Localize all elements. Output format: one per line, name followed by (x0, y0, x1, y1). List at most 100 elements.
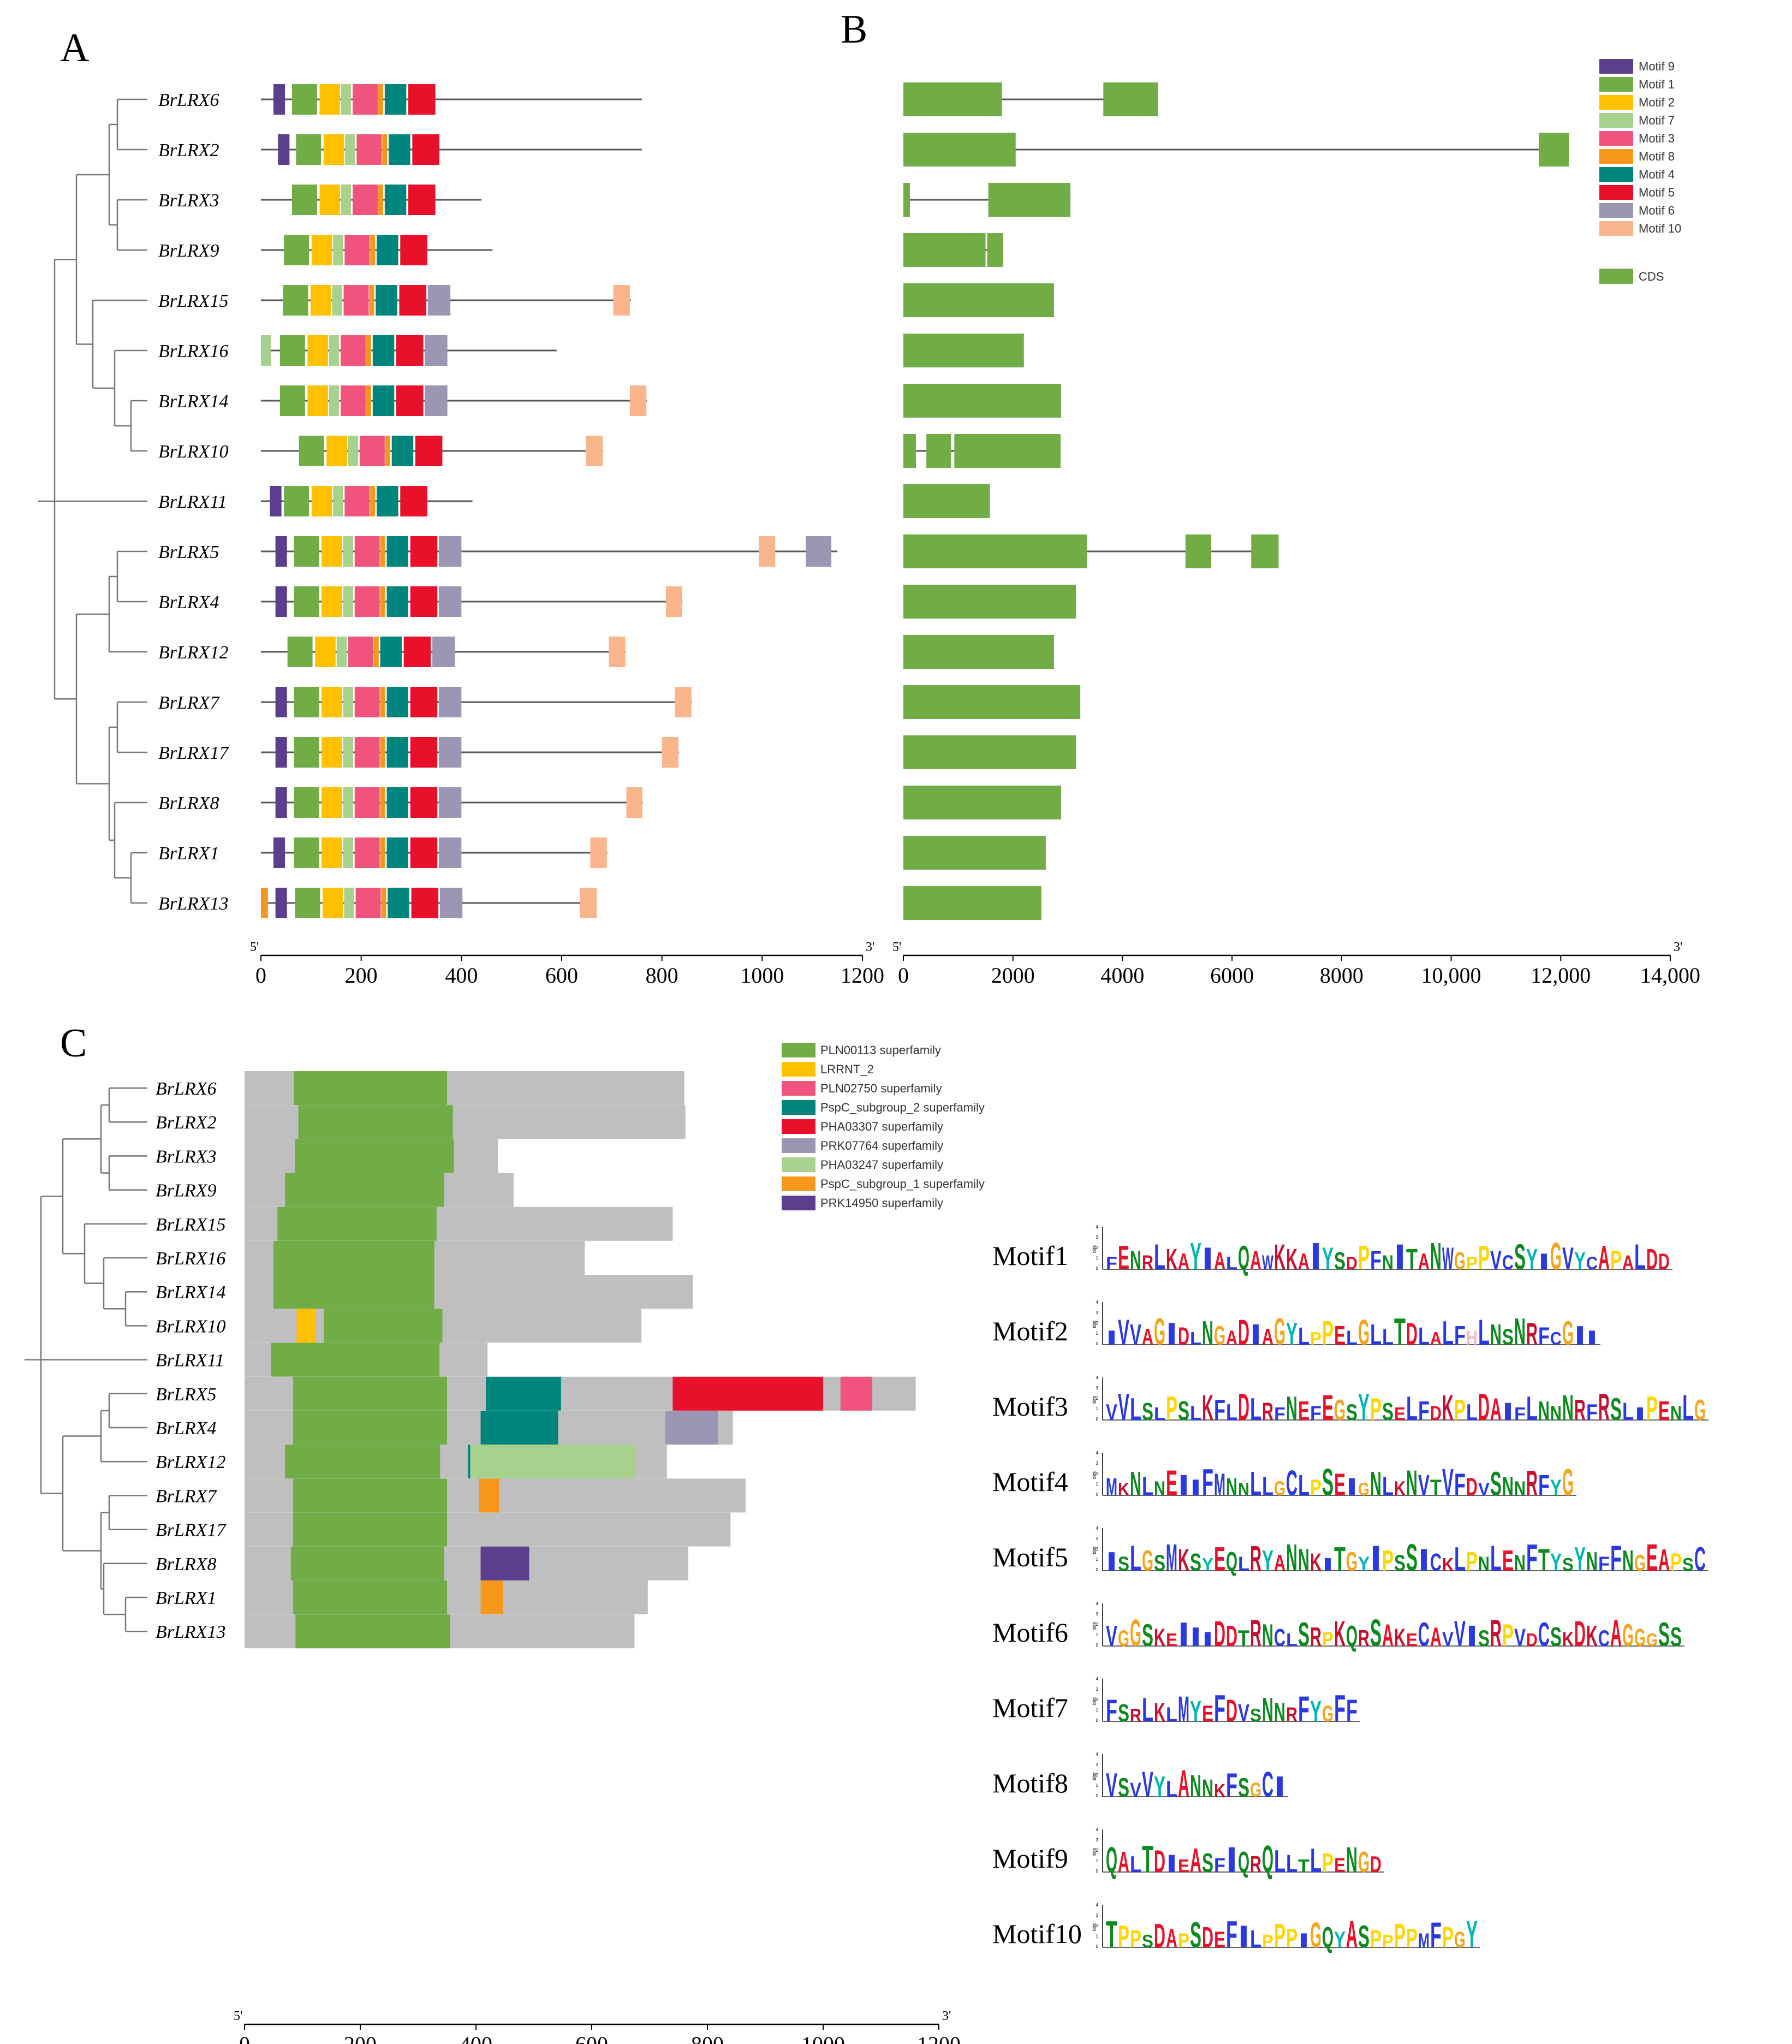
logo-letter-glyph: D (1466, 1473, 1478, 1501)
logo-letter: F (1538, 1469, 1550, 1502)
motif6-box (427, 285, 451, 316)
logo-letter: K (1586, 1620, 1598, 1653)
motif9-box (273, 84, 285, 115)
motif7-box (345, 134, 355, 165)
logo-letter: G (1130, 1612, 1141, 1654)
logo-letter: S (1406, 1536, 1418, 1579)
logo-letter: Y (1310, 1695, 1321, 1728)
motif6-box (439, 536, 462, 567)
logo-letter: A (1598, 1239, 1610, 1277)
logo-letter-glyph: E (1406, 1630, 1418, 1650)
logo-y-tick: 3 (1096, 1536, 1099, 1541)
logo-letter: S (1298, 1615, 1309, 1654)
logo-letter-glyph: S (1250, 1706, 1261, 1725)
logo-letter-glyph: D (1526, 1630, 1538, 1650)
logo-letter: T (1406, 1243, 1418, 1276)
motif6-box (439, 737, 462, 768)
logo-letter: Y (1286, 1316, 1297, 1352)
gene-name: BrLRX5 (156, 1385, 216, 1405)
motif5-box (410, 837, 438, 868)
logo-letter: E (1658, 1397, 1670, 1427)
logo-letter: G (1274, 1310, 1285, 1353)
logo-y-tick: 1 (1096, 1256, 1099, 1261)
logo-letter-glyph: S (1514, 1238, 1526, 1277)
axis-tick-label: 4000 (1100, 963, 1144, 988)
logo-letter-glyph: K (1310, 1548, 1321, 1576)
logo-y-tick: 3 (1096, 1913, 1099, 1918)
logo-letter-glyph: E (1502, 1544, 1514, 1577)
logo-y-tick: 4 (1096, 1601, 1099, 1606)
cds-exon (1539, 133, 1569, 167)
gene-name: BrLRX16 (156, 1249, 225, 1269)
logo-letter: P (1406, 1924, 1418, 1954)
motif6-swatch (1599, 203, 1633, 218)
logo-letter: K (1394, 1624, 1406, 1651)
logo-letter-glyph: I (1538, 1250, 1550, 1275)
logo-letter-glyph: P (1262, 1932, 1273, 1951)
motif5-box (399, 285, 427, 316)
logo-letter-glyph: Y (1334, 1928, 1346, 1953)
logo-y-tick: 4 (1096, 1451, 1099, 1455)
logo-letter-glyph: P (1670, 1548, 1682, 1576)
cds-exon (903, 484, 990, 518)
logo-letter-glyph: I (1322, 1555, 1333, 1574)
logo-letter: R (1250, 1612, 1261, 1654)
logo-letter-glyph: S (1190, 1916, 1201, 1956)
motif3-box (354, 837, 380, 868)
logo-letter: Y (1550, 1548, 1562, 1576)
cds-legend-label: CDS (1639, 270, 1664, 283)
logo-letter: C (1502, 1251, 1514, 1274)
logo-letter-glyph: I (1226, 1840, 1237, 1880)
motif9-box (273, 837, 285, 868)
logo-letter-glyph: V (1418, 1469, 1430, 1502)
logo-letter-glyph: P (1118, 1919, 1129, 1954)
logo-letter: R (1286, 1703, 1297, 1726)
logo-letter-glyph: Y (1262, 1544, 1273, 1577)
logo-letter: S (1514, 1238, 1526, 1277)
domain-legend-label: PspC_subgroup_2 superfamily (820, 1101, 985, 1114)
logo-letter-glyph: A (1298, 1250, 1309, 1275)
logo-letter-glyph: V (1106, 1620, 1117, 1653)
motif5-box (400, 235, 427, 265)
domain-box (293, 1580, 447, 1614)
motif1-box (296, 134, 322, 165)
logo-letter-glyph: C (1598, 1626, 1610, 1651)
logo-letter-glyph: T (1406, 1243, 1418, 1276)
motif4-box (380, 637, 402, 667)
logo-letter: D (1430, 1401, 1442, 1424)
domain-legend-label: PRK14950 superfamily (820, 1196, 943, 1210)
logo-letter-glyph: S (1610, 1392, 1622, 1427)
logo-letter: P (1610, 1246, 1622, 1276)
logo-letter-glyph: F (1202, 1461, 1213, 1504)
logo-letter: I (1298, 1929, 1309, 1952)
domain-box (479, 1478, 499, 1513)
domain-box (293, 1411, 447, 1445)
logo-letter: R (1250, 1852, 1261, 1877)
gene-name: BrLRX1 (158, 843, 219, 864)
motif5-box (408, 84, 436, 115)
logo-letter: P (1382, 1544, 1394, 1577)
logo-letter: T (1430, 1476, 1442, 1501)
logo-letter-glyph: L (1634, 1238, 1646, 1277)
logo-letter: L (1190, 1329, 1201, 1348)
logo-y-tick: 0 (1096, 1643, 1099, 1648)
logo-letter: M (1166, 1536, 1177, 1579)
logo-letter-glyph: D (1574, 1614, 1586, 1654)
logo-y-tick: 2 (1096, 1547, 1099, 1552)
axis-tick-label: 800 (646, 963, 678, 988)
motif10-box (662, 737, 678, 768)
logo-letter-glyph: R (1130, 1706, 1141, 1725)
logo-letter: P (1286, 1924, 1297, 1954)
cds-legend-swatch (1599, 269, 1633, 284)
logo-letter-glyph: A (1490, 1392, 1502, 1427)
logo-letter: Y (1526, 1243, 1538, 1276)
logo-letter: S (1394, 1551, 1406, 1576)
logo-letter: F (1106, 1693, 1117, 1728)
logo-letter: G (1346, 1547, 1358, 1577)
logo-letter-glyph: S (1154, 1551, 1165, 1576)
logo-letter-glyph: N (1190, 1768, 1201, 1804)
logo-y-tick: 2 (1096, 1396, 1099, 1401)
logo-letter-glyph: L (1286, 1630, 1297, 1650)
logo-letter-glyph: G (1142, 1544, 1153, 1577)
motif6-box (425, 335, 448, 366)
